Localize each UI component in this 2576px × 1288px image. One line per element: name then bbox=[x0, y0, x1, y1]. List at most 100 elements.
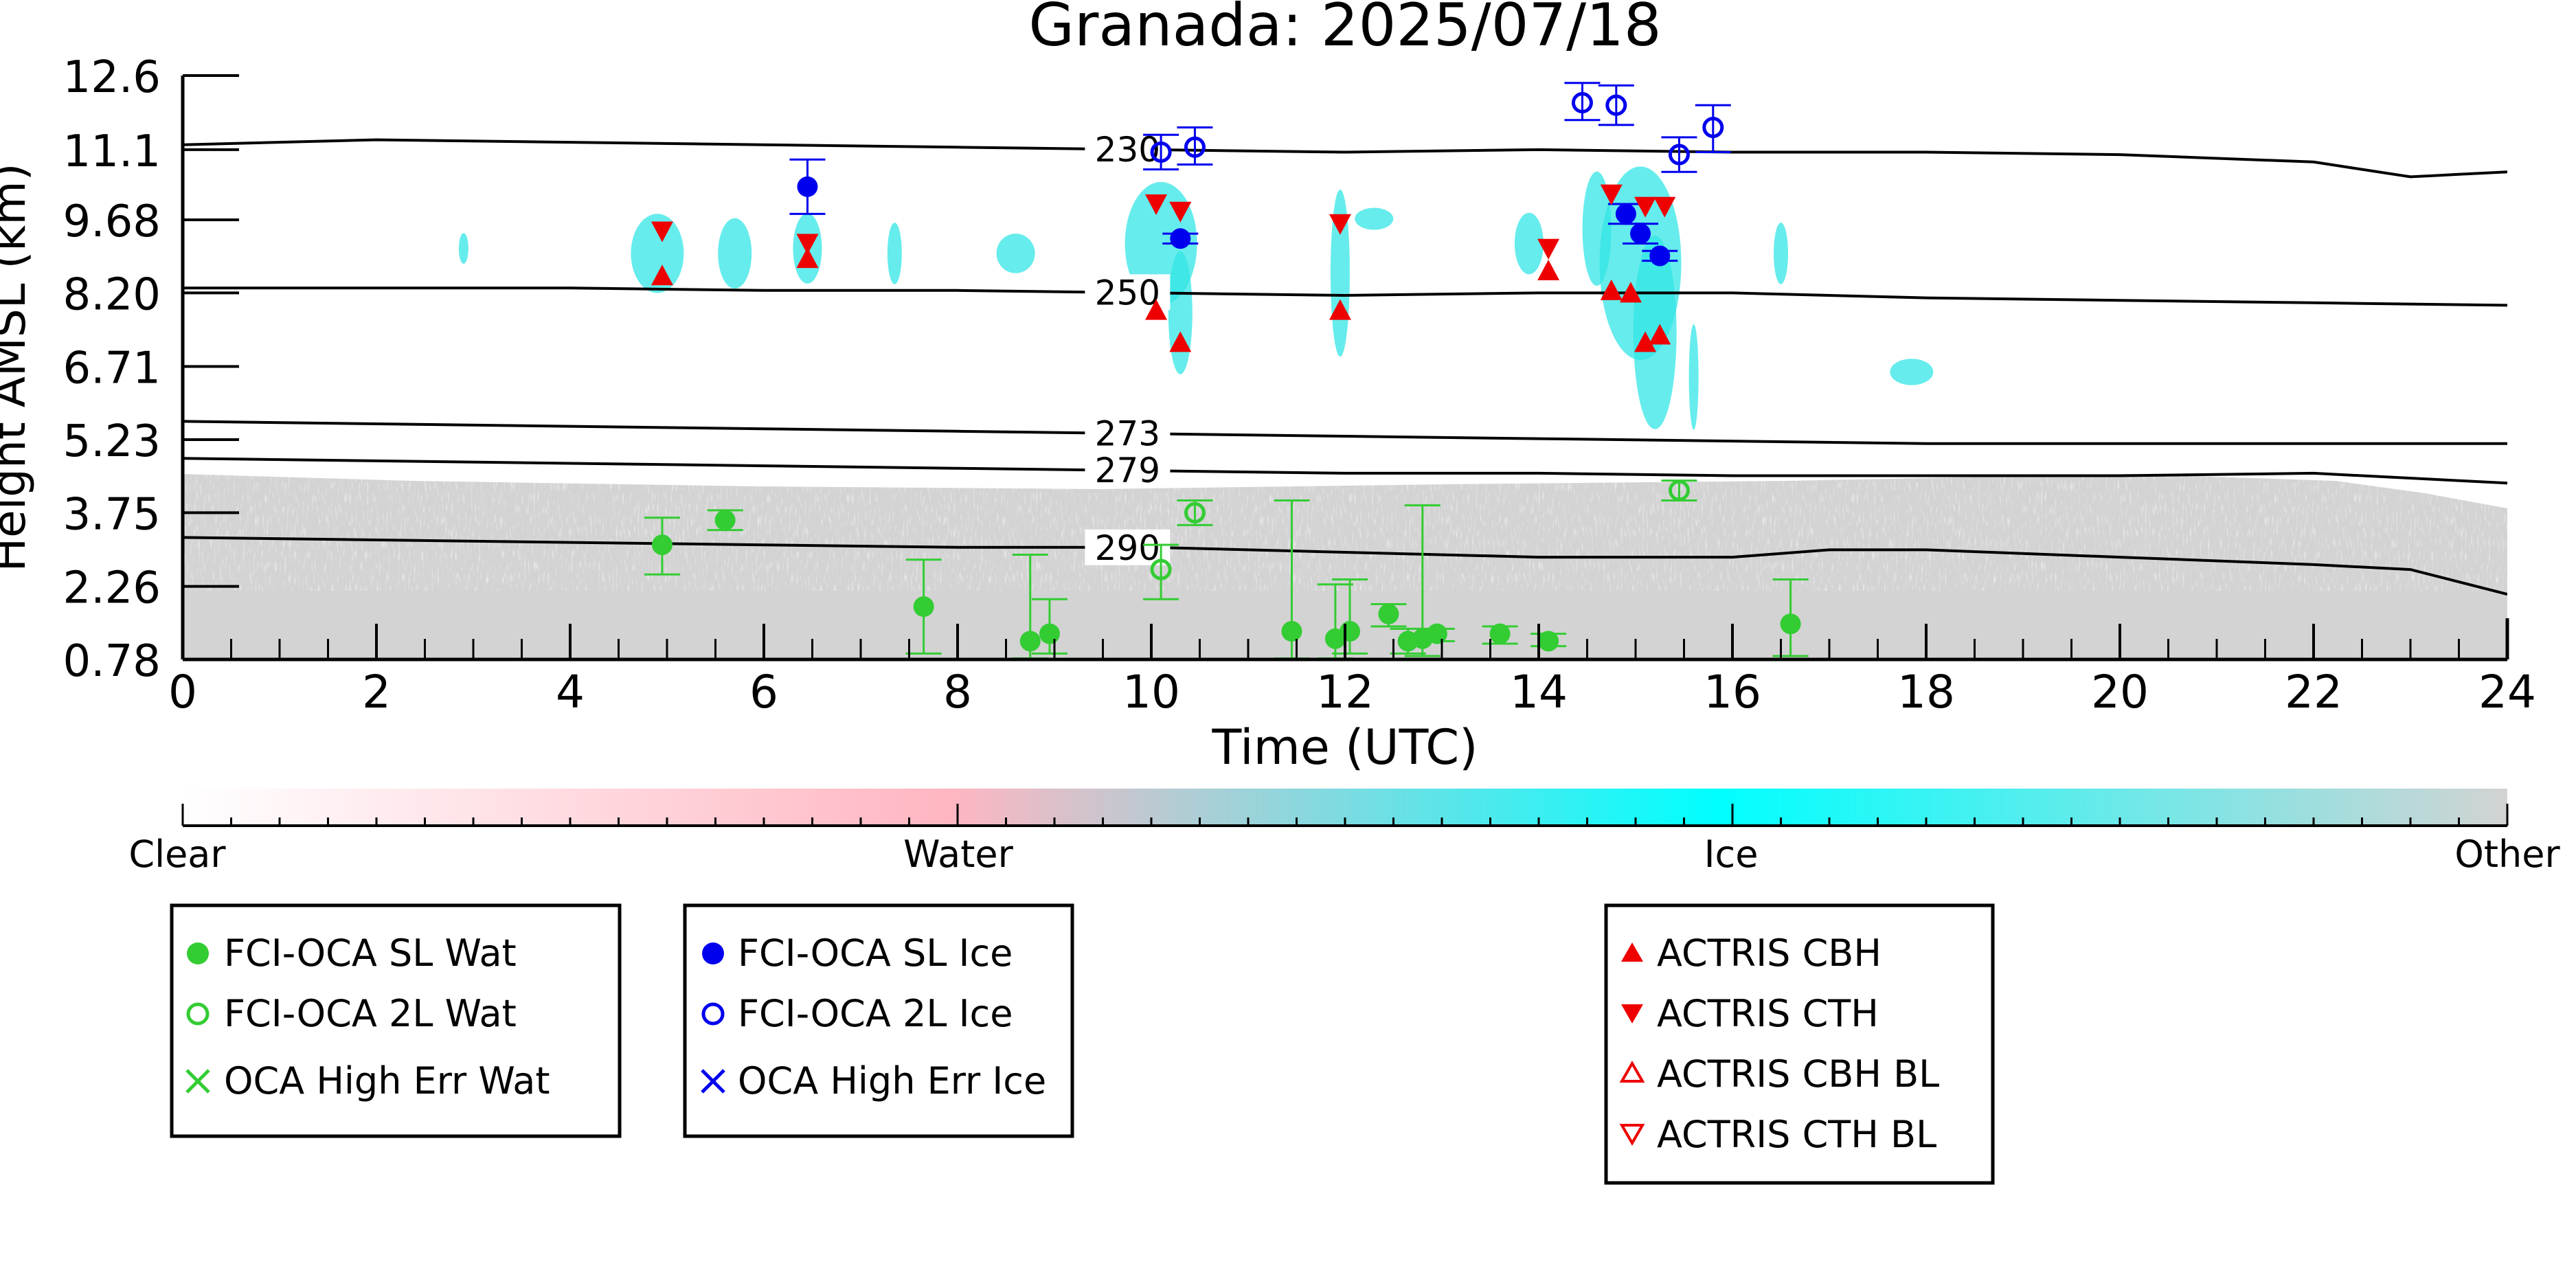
actris-cbh-point bbox=[796, 247, 819, 269]
actris-cbh-point bbox=[1537, 260, 1560, 281]
fci-oca-2l-wat-point bbox=[1668, 479, 1690, 501]
axes: 0 2 4 6 8 10 12 14 16 18 20 22 240.782.263.755.236.7… bbox=[63, 52, 2536, 719]
ice-cloud-patch bbox=[1633, 236, 1677, 429]
x-tick-label: 0 bbox=[168, 666, 197, 719]
fci-oca-sl-ice-point bbox=[1630, 223, 1651, 245]
isotherm-line-250 bbox=[183, 286, 2507, 307]
colorbar-label-water: Water bbox=[903, 833, 1013, 876]
legend-cth-bl-label: ACTRIS CTH BL bbox=[1657, 1113, 1936, 1156]
isotherm-label-290: 290 bbox=[1095, 528, 1160, 568]
legend-sl-ice-marker bbox=[702, 942, 724, 964]
ice-cloud-patches bbox=[458, 166, 1934, 430]
fci-oca-2l-ice-point bbox=[1184, 136, 1206, 158]
x-tick-label: 20 bbox=[2091, 666, 2149, 719]
isotherm-label-230: 230 bbox=[1095, 130, 1160, 170]
actris-cbh-point bbox=[1619, 282, 1642, 303]
y-tick-label: 6.71 bbox=[63, 343, 161, 394]
fci-oca-sl-wat-point bbox=[1019, 631, 1041, 652]
legend-cbh-bl-marker bbox=[1619, 1060, 1645, 1083]
legend-cbh-marker bbox=[1621, 942, 1643, 962]
x-tick-label: 24 bbox=[2478, 666, 2536, 719]
legend-2l-wat-marker bbox=[186, 1002, 210, 1026]
legend-cbh-label: ACTRIS CBH bbox=[1657, 931, 1882, 975]
y-tick-label: 12.6 bbox=[63, 52, 161, 103]
actris-cbh-point bbox=[651, 264, 673, 286]
actris-cth-point bbox=[1653, 196, 1676, 218]
actris-cth-point bbox=[1169, 201, 1192, 223]
fci-oca-sl-wat-point bbox=[1281, 621, 1302, 642]
x-tick-label: 18 bbox=[1897, 666, 1955, 719]
fci-oca-sl-wat-point bbox=[1489, 623, 1511, 644]
isotherm-line-273 bbox=[183, 420, 2507, 445]
legend-cth-bl-marker bbox=[1619, 1124, 1645, 1146]
fci-oca-sl-wat-point bbox=[1780, 613, 1801, 635]
legend-2l-wat-label: FCI-OCA 2L Wat bbox=[224, 992, 517, 1035]
y-tick-label: 3.75 bbox=[63, 489, 161, 540]
colorbar-ticks bbox=[181, 804, 2509, 826]
fci-oca-sl-ice-point bbox=[797, 176, 818, 197]
fci-oca-sl-ice-point bbox=[1170, 228, 1191, 249]
actris-cbh-point bbox=[1145, 299, 1168, 320]
legend-water: FCI-OCA SL Wat FCI-OCA 2L Wat OCA High E… bbox=[170, 903, 622, 1138]
colorbar-label-other: Other bbox=[2454, 833, 2560, 876]
x-tick-label: 4 bbox=[556, 666, 585, 719]
x-tick-label: 14 bbox=[1510, 666, 1568, 719]
legend-actris-box bbox=[1604, 903, 1995, 1185]
isotherm-label-273: 273 bbox=[1095, 414, 1160, 453]
ice-cloud-patch bbox=[1168, 251, 1193, 374]
actris-cth-point bbox=[1634, 196, 1657, 218]
actris-cth-point bbox=[1537, 238, 1560, 260]
isotherm-label-bg-279 bbox=[1085, 452, 1171, 488]
x-tick-label: 8 bbox=[943, 666, 972, 719]
actris-cbh-point bbox=[1329, 299, 1351, 320]
legend-2l-ice-marker bbox=[701, 1002, 725, 1026]
x-tick-label: 10 bbox=[1122, 666, 1180, 719]
legend-water-box bbox=[170, 903, 622, 1138]
y-tick-label: 11.1 bbox=[63, 126, 161, 177]
colorbar-label-ice: Ice bbox=[1704, 833, 1759, 876]
fci-oca-2l-wat-point bbox=[1184, 501, 1206, 523]
actris-cth-point bbox=[796, 234, 819, 255]
legend-sl-wat-marker bbox=[187, 942, 209, 964]
fci-oca-sl-wat-point bbox=[1538, 631, 1559, 652]
isotherm-label-279: 279 bbox=[1095, 451, 1160, 490]
legend-ice-box bbox=[683, 903, 1074, 1138]
isotherm-label-bg-290 bbox=[1085, 529, 1171, 565]
fci-oca-sl-wat-point bbox=[1378, 603, 1399, 624]
fci-oca-2l-ice-point bbox=[1605, 94, 1627, 116]
fci-oca-sl-wat-point bbox=[1039, 623, 1060, 644]
fci-oca-sl-wat-point bbox=[913, 596, 934, 618]
legend-higherr-wat-marker bbox=[185, 1069, 210, 1094]
fci-oca-sl-wat-point bbox=[651, 534, 673, 556]
actris-cbh-point bbox=[1649, 324, 1671, 345]
isotherm-line-279 bbox=[183, 457, 2507, 485]
actris-cbh-point bbox=[1634, 331, 1657, 352]
x-tick-label: 2 bbox=[362, 666, 391, 719]
legend-cth-marker bbox=[1621, 1004, 1643, 1024]
x-tick-label: 6 bbox=[749, 666, 778, 719]
legend-cth-label: ACTRIS CTH bbox=[1657, 992, 1879, 1035]
actris-cth-point bbox=[1329, 214, 1351, 235]
legend-2l-ice-label: FCI-OCA 2L Ice bbox=[738, 992, 1013, 1035]
isotherm-label-bg-273 bbox=[1085, 415, 1171, 451]
fci-oca-2l-ice-point bbox=[1702, 117, 1724, 139]
ice-cloud-patch bbox=[996, 234, 1035, 273]
fci-oca-sl-wat-point bbox=[1426, 623, 1447, 644]
ice-cloud-patch bbox=[1890, 359, 1934, 385]
fci-oca-sl-wat-point bbox=[714, 510, 736, 531]
ice-cloud-patch bbox=[1514, 212, 1544, 275]
legend-higherr-ice-marker bbox=[701, 1069, 725, 1094]
ice-cloud-patch bbox=[1774, 223, 1788, 284]
y-tick-label: 8.20 bbox=[63, 269, 161, 320]
ice-cloud-patch bbox=[718, 218, 752, 289]
fci-oca-sl-ice-point bbox=[1615, 203, 1636, 225]
fci-oca-sl-ice-point bbox=[1649, 245, 1671, 267]
legend-higherr-wat-label: OCA High Err Wat bbox=[224, 1059, 550, 1103]
x-tick-label: 12 bbox=[1316, 666, 1374, 719]
chart-title: Granada: 2025/07/18 bbox=[1028, 0, 1661, 60]
data-markers bbox=[644, 82, 1809, 659]
y-axis-label: Height AMSL (km) bbox=[0, 163, 36, 572]
